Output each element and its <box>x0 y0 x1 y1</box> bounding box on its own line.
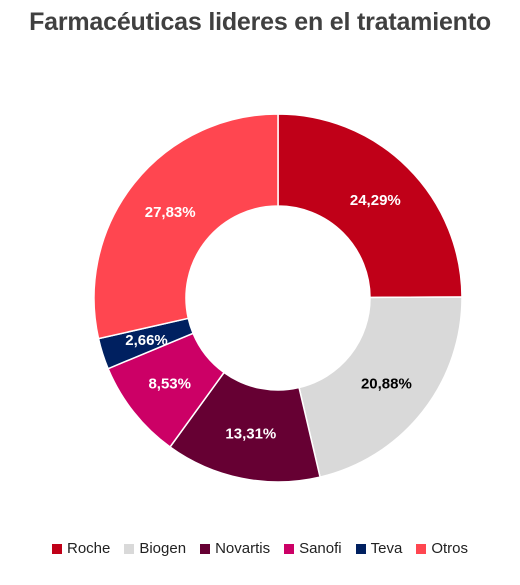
legend-item-roche: Roche <box>51 540 111 557</box>
legend-swatch <box>416 543 427 554</box>
legend-label: Sanofi <box>299 540 342 557</box>
slices-group <box>93 113 463 483</box>
legend-label: Teva <box>370 540 403 557</box>
legend-item-sanofi: Sanofi <box>284 540 342 557</box>
legend-swatch <box>124 543 135 554</box>
data-label-roche: 24,29% <box>350 192 401 209</box>
data-label-sanofi: 8,53% <box>148 376 191 393</box>
slice-roche <box>277 113 463 299</box>
data-label-teva: 2,66% <box>125 332 168 349</box>
data-label-otros: 27,83% <box>145 204 196 221</box>
data-label-novartis: 13,31% <box>225 425 276 442</box>
legend-label: Roche <box>66 540 111 557</box>
legend-label: Otros <box>431 540 468 557</box>
legend: Roche Biogen Novartis Sanofi Teva Otros <box>0 540 520 557</box>
legend-item-biogen: Biogen <box>124 540 186 557</box>
legend-swatch <box>355 543 366 554</box>
legend-label: Biogen <box>139 540 187 557</box>
legend-swatch <box>284 543 295 554</box>
legend-label: Novartis <box>215 540 271 557</box>
slice-biogen <box>298 296 463 479</box>
legend-swatch <box>51 543 62 554</box>
chart-title: Farmacéuticas lideres en el tratamiento <box>29 8 491 36</box>
legend-item-teva: Teva <box>355 540 403 557</box>
legend-item-otros: Otros <box>416 540 468 557</box>
data-label-biogen: 20,88% <box>361 375 412 392</box>
legend-swatch <box>200 543 211 554</box>
slice-otros <box>93 113 279 340</box>
legend-item-novartis: Novartis <box>200 540 270 557</box>
labels-group: 24,29% 20,88% 13,31% 8,53% 2,66% 27,83% <box>125 192 412 442</box>
